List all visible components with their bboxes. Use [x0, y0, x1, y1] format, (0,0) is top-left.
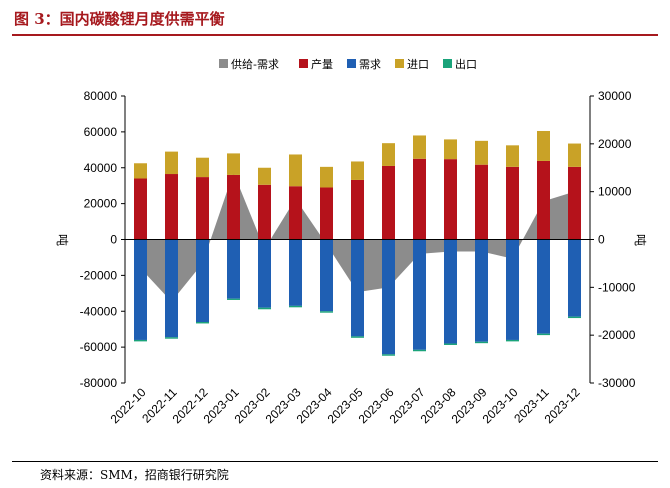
- left-tick-label: -20000: [80, 268, 118, 282]
- bar-demand-2023-11: [537, 239, 550, 334]
- bar-production-2023-07: [413, 158, 426, 240]
- bar-demand-2023-01: [227, 239, 240, 299]
- bar-export-2023-07: [413, 349, 426, 352]
- bar-production-2023-11: [537, 160, 550, 240]
- bar-export-2022-10: [134, 339, 147, 342]
- legend-swatch: [347, 59, 356, 68]
- bar-export-2023-11: [537, 333, 550, 336]
- bar-import-2023-08: [444, 139, 457, 160]
- legend-label: 进口: [407, 58, 429, 71]
- bar-import-2023-11: [537, 130, 550, 161]
- bar-export-2023-10: [506, 339, 519, 342]
- left-tick-label: 60000: [84, 125, 118, 139]
- legend-label: 出口: [455, 57, 477, 71]
- bar-import-2022-12: [196, 157, 209, 178]
- right-axis-unit: 吨: [633, 234, 647, 246]
- bar-production-2023-08: [444, 159, 457, 240]
- left-tick-label: 40000: [84, 161, 118, 175]
- bar-demand-2023-09: [475, 239, 488, 342]
- bar-demand-2023-07: [413, 239, 426, 350]
- chart-legend: 供给-需求 产量 需求 进口 出口: [219, 57, 477, 71]
- bar-demand-2023-05: [351, 239, 364, 337]
- source-note: 资料来源：SMM，招商银行研究院: [40, 468, 229, 482]
- legend-label: 需求: [359, 58, 381, 71]
- legend-swatch: [219, 59, 228, 68]
- bar-demand-2023-08: [444, 239, 457, 344]
- bar-demand-2023-04: [320, 239, 333, 312]
- bar-production-2022-11: [165, 174, 178, 240]
- bar-production-2023-09: [475, 164, 488, 240]
- bar-export-2023-09: [475, 341, 488, 344]
- left-tick-label: 80000: [84, 89, 118, 103]
- bar-production-2023-03: [289, 186, 302, 240]
- bar-production-2022-12: [196, 177, 209, 240]
- legend-label: 产量: [311, 57, 333, 71]
- right-tick-label: 30000: [598, 89, 632, 103]
- legend-swatch: [395, 59, 404, 68]
- bar-production-2023-05: [351, 179, 364, 240]
- bar-import-2023-06: [382, 143, 395, 166]
- bar-production-2023-02: [258, 184, 271, 240]
- bar-production-2023-12: [568, 166, 581, 240]
- bar-production-2023-10: [506, 166, 519, 240]
- bar-import-2022-11: [165, 151, 178, 175]
- bar-demand-2023-12: [568, 239, 581, 317]
- x-tick-label: 2023-12: [542, 385, 583, 426]
- bar-demand-2022-12: [196, 239, 209, 323]
- left-tick-label: -60000: [80, 340, 118, 354]
- right-tick-label: -10000: [598, 280, 636, 294]
- right-tick-label: 10000: [598, 185, 632, 199]
- bar-export-2023-02: [258, 307, 271, 310]
- bar-export-2023-03: [289, 305, 302, 308]
- bar-production-2023-06: [382, 165, 395, 240]
- right-tick-label: -20000: [598, 328, 636, 342]
- bar-export-2023-01: [227, 298, 240, 300]
- legend-label: 供给-需求: [231, 57, 279, 71]
- legend-swatch: [299, 59, 308, 68]
- title-divider: [12, 34, 658, 36]
- bar-import-2023-02: [258, 167, 271, 185]
- right-tick-label: 20000: [598, 137, 632, 151]
- bar-import-2023-09: [475, 140, 488, 165]
- bar-import-2023-07: [413, 135, 426, 159]
- left-tick-label: 0: [110, 233, 117, 247]
- bar-demand-2023-02: [258, 239, 271, 308]
- right-tick-label: 0: [598, 233, 605, 247]
- bar-import-2023-05: [351, 161, 364, 180]
- bar-demand-2023-06: [382, 239, 395, 355]
- bar-demand-2023-03: [289, 239, 302, 306]
- left-tick-label: 20000: [84, 197, 118, 211]
- bar-import-2023-12: [568, 143, 581, 167]
- bar-production-2022-10: [134, 178, 147, 240]
- left-tick-label: -80000: [80, 376, 118, 390]
- bar-import-2023-03: [289, 154, 302, 187]
- bar-import-2023-01: [227, 153, 240, 175]
- left-tick-label: -40000: [80, 304, 118, 318]
- bar-demand-2022-10: [134, 239, 147, 340]
- bar-import-2023-04: [320, 166, 333, 188]
- bar-layer: [134, 130, 581, 356]
- bar-export-2023-12: [568, 316, 581, 319]
- figure-title: 图 3：国内碳酸锂月度供需平衡: [14, 10, 225, 28]
- bar-production-2023-04: [320, 187, 333, 240]
- bar-demand-2022-11: [165, 239, 178, 338]
- bar-demand-2023-10: [506, 239, 519, 340]
- bar-export-2022-12: [196, 322, 209, 324]
- bar-export-2022-11: [165, 337, 178, 339]
- left-axis-unit: 吨: [55, 234, 69, 246]
- footer-divider: [12, 461, 658, 462]
- legend-swatch: [443, 59, 452, 68]
- bar-export-2023-08: [444, 343, 457, 345]
- bar-export-2023-05: [351, 336, 364, 338]
- bar-production-2023-01: [227, 174, 240, 240]
- right-tick-label: -30000: [598, 376, 636, 390]
- bar-import-2023-10: [506, 145, 519, 167]
- bar-export-2023-04: [320, 311, 333, 313]
- bar-export-2023-06: [382, 354, 395, 356]
- bar-import-2022-10: [134, 163, 147, 179]
